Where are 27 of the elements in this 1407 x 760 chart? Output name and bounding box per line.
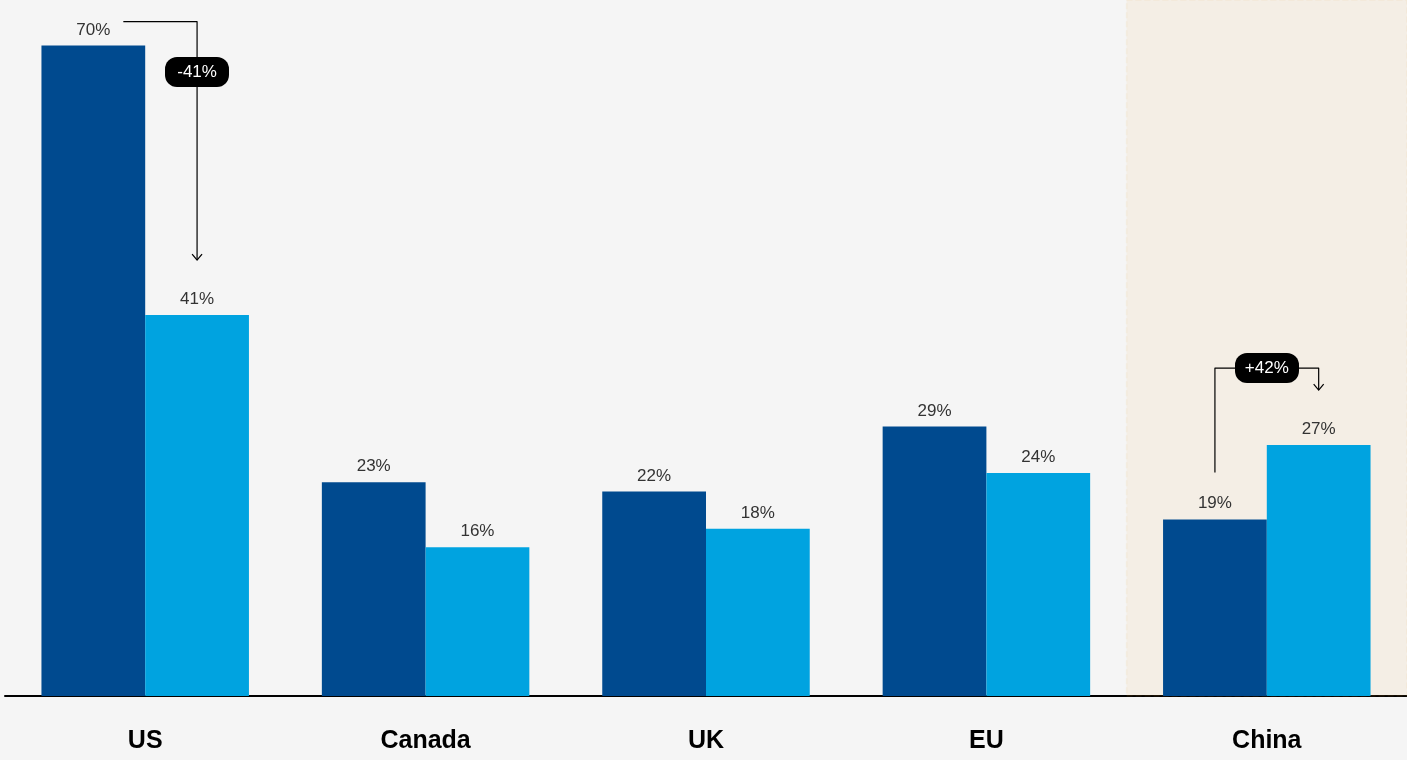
- bar: [882, 426, 987, 696]
- x-tick-label: Canada: [380, 724, 472, 753]
- data-label: 16%: [460, 521, 495, 541]
- x-tick-label: China: [1232, 724, 1303, 753]
- bar: [321, 482, 426, 696]
- data-label: 24%: [1021, 446, 1056, 466]
- data-label: 29%: [917, 400, 952, 420]
- bar: [1163, 519, 1267, 696]
- data-label: 19%: [1197, 493, 1232, 513]
- data-label: 27%: [1301, 419, 1336, 439]
- annotation: +42%: [1234, 353, 1299, 384]
- data-label: 18%: [740, 502, 775, 522]
- bar: [1266, 445, 1371, 696]
- annotation: -41%: [165, 56, 230, 87]
- bar: [986, 472, 1091, 696]
- bar: [145, 315, 249, 696]
- data-label: 70%: [76, 19, 111, 39]
- x-tick-label: US: [127, 724, 163, 753]
- bar: [41, 45, 146, 696]
- bar: [425, 547, 530, 696]
- data-label: 41%: [180, 289, 215, 309]
- data-label: 22%: [637, 465, 672, 485]
- x-tick-label: UK: [687, 724, 725, 753]
- data-label: 23%: [356, 456, 391, 476]
- bar: [602, 491, 706, 696]
- bar: [706, 528, 810, 696]
- x-tick-label: EU: [969, 724, 1004, 753]
